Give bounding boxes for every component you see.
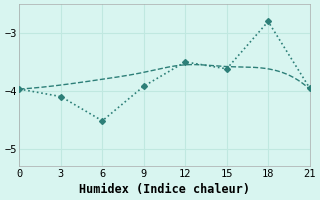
X-axis label: Humidex (Indice chaleur): Humidex (Indice chaleur): [79, 183, 250, 196]
